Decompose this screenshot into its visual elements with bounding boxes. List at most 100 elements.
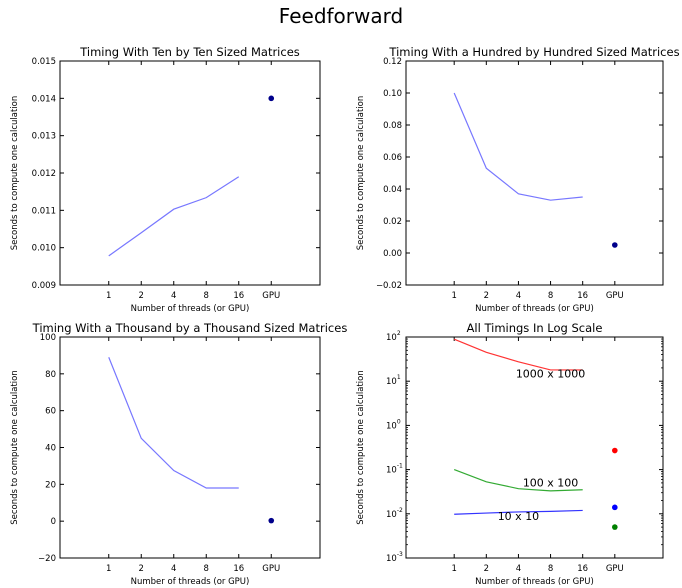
series-annotation: 10 x 10 — [498, 510, 540, 523]
figure-title: Feedforward — [278, 4, 404, 28]
x-tick-label: 8 — [204, 564, 209, 574]
y-tick-label: 0.015 — [32, 57, 56, 67]
x-tick-label: 4 — [516, 564, 521, 574]
series-line — [454, 509, 583, 515]
y-tick-label: 100 — [40, 333, 56, 343]
plot-area — [108, 357, 275, 524]
series-line — [108, 176, 240, 257]
y-tick-base: 10 — [386, 466, 397, 476]
x-axis-label: Number of threads (or GPU) — [131, 577, 250, 587]
y-tick-base: 10 — [386, 377, 397, 387]
y-axis-label: Seconds to compute one calculation — [10, 370, 20, 525]
y-tick-label: 0.013 — [32, 132, 56, 142]
series-line — [453, 469, 583, 492]
plot-frame — [59, 336, 321, 559]
x-tick-label: 8 — [548, 564, 553, 574]
data-point — [612, 242, 618, 248]
data-point — [612, 447, 618, 454]
x-tick-label: 4 — [516, 291, 521, 301]
x-tick-label: 8 — [548, 291, 553, 301]
y-tick-exponent: 1 — [397, 374, 401, 381]
plot-frame — [405, 336, 664, 559]
x-axis-label: Number of threads (or GPU) — [131, 304, 250, 314]
data-point — [612, 504, 618, 511]
plot-area — [453, 338, 618, 530]
series-line — [453, 338, 583, 371]
x-axis-label: Number of threads (or GPU) — [475, 577, 594, 587]
y-axis-label: Seconds to compute one calculation — [10, 96, 20, 251]
chart-panel-2: Timing With a Hundred by Hundred Sized M… — [356, 45, 680, 314]
y-tick-label: 10-3 — [386, 551, 403, 564]
x-tick-label: 2 — [484, 564, 489, 574]
plot-area — [108, 95, 275, 257]
y-tick-base: 10 — [386, 333, 397, 343]
x-tick-label: 1 — [106, 564, 111, 574]
y-tick-base: 10 — [386, 510, 397, 520]
x-tick-label: GPU — [606, 564, 624, 574]
y-tick-label: 101 — [386, 374, 401, 387]
data-point — [268, 95, 275, 102]
series-line — [453, 92, 583, 201]
x-tick-label: 4 — [171, 564, 176, 574]
y-tick-exponent: 0 — [397, 418, 401, 425]
x-tick-label: 1 — [106, 291, 111, 301]
x-tick-label: GPU — [262, 291, 280, 301]
y-tick-exponent: 2 — [397, 330, 401, 337]
y-tick-label: −0.02 — [376, 281, 402, 291]
chart-panel-1: Timing With Ten by Ten Sized Matrices 1 2 4… — [10, 45, 321, 314]
chart-title: All Timings In Log Scale — [467, 321, 603, 335]
plot-frame — [405, 60, 664, 286]
y-tick-base: 10 — [386, 554, 397, 564]
y-tick-label: 0.010 — [32, 244, 56, 254]
y-tick-exponent: -2 — [397, 507, 403, 514]
x-tick-label: 8 — [204, 291, 209, 301]
y-tick-label: 80 — [45, 370, 56, 380]
y-tick-label: 102 — [386, 330, 401, 343]
y-tick-label: 0.10 — [383, 89, 402, 99]
data-point — [612, 524, 618, 530]
y-tick-label: 40 — [45, 444, 56, 454]
y-tick-label: 0.011 — [32, 206, 56, 216]
y-tick-exponent: -1 — [397, 463, 403, 470]
plot-area — [453, 92, 618, 248]
y-tick-label: 60 — [45, 407, 56, 417]
x-tick-label: 2 — [484, 291, 489, 301]
y-tick-label: 0.06 — [383, 153, 402, 163]
x-tick-label: 4 — [171, 291, 176, 301]
x-tick-label: 16 — [233, 291, 244, 301]
plot-frame — [59, 60, 321, 286]
chart-panel-4: All Timings In Log Scale 1 2 4 8 16 GPU Number … — [356, 321, 664, 587]
y-tick-label: 0 — [51, 517, 56, 527]
series-annotation: 100 x 100 — [523, 476, 579, 489]
chart-title: Timing With Ten by Ten Sized Matrices — [79, 45, 300, 59]
y-tick-exponent: -3 — [397, 551, 403, 558]
chart-title: Timing With a Hundred by Hundred Sized M… — [388, 45, 679, 59]
y-tick-label: 10-2 — [386, 507, 403, 520]
chart-panel-3: Timing With a Thousand by a Thousand Siz… — [10, 321, 347, 587]
y-tick-label: 0.00 — [383, 249, 402, 259]
x-tick-label: GPU — [262, 564, 280, 574]
data-point — [268, 517, 275, 524]
x-tick-label: 1 — [451, 291, 456, 301]
y-tick-label: 20 — [45, 480, 56, 490]
x-tick-label: 2 — [139, 291, 144, 301]
y-tick-label: 0.009 — [32, 281, 56, 291]
y-tick-label: 10-1 — [386, 463, 403, 476]
y-tick-label: 0.12 — [383, 57, 402, 67]
x-axis-label: Number of threads (or GPU) — [475, 304, 594, 314]
x-tick-label: 2 — [139, 564, 144, 574]
series-annotation: 1000 x 1000 — [516, 368, 586, 381]
x-tick-label: 16 — [233, 564, 244, 574]
y-tick-base: 10 — [386, 421, 397, 431]
chart-title: Timing With a Thousand by a Thousand Siz… — [32, 321, 348, 335]
y-axis-label: Seconds to compute one calculation — [356, 370, 366, 525]
x-tick-label: 16 — [577, 291, 588, 301]
y-tick-label: 0.08 — [383, 121, 402, 131]
y-tick-label: −20 — [38, 554, 56, 564]
y-tick-label: 0.014 — [32, 94, 56, 104]
x-tick-label: GPU — [606, 291, 624, 301]
series-line — [108, 357, 239, 489]
y-tick-label: 0.04 — [383, 185, 402, 195]
x-tick-label: 16 — [577, 564, 588, 574]
